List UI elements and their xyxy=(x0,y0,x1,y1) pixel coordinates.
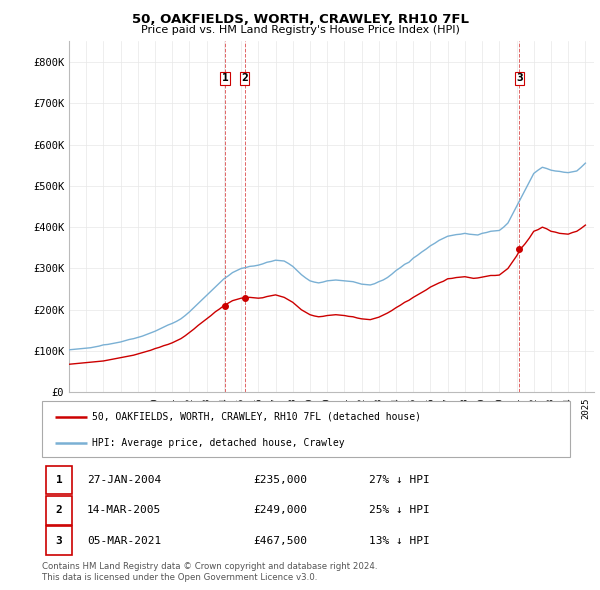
Text: 3: 3 xyxy=(516,73,523,83)
Text: 50, OAKFIELDS, WORTH, CRAWLEY, RH10 7FL: 50, OAKFIELDS, WORTH, CRAWLEY, RH10 7FL xyxy=(131,13,469,26)
FancyBboxPatch shape xyxy=(46,526,71,555)
FancyBboxPatch shape xyxy=(46,496,71,525)
Text: 2: 2 xyxy=(241,73,248,83)
Text: Contains HM Land Registry data © Crown copyright and database right 2024.: Contains HM Land Registry data © Crown c… xyxy=(42,562,377,571)
FancyBboxPatch shape xyxy=(46,466,71,494)
Text: 05-MAR-2021: 05-MAR-2021 xyxy=(87,536,161,546)
Text: 27% ↓ HPI: 27% ↓ HPI xyxy=(370,475,430,485)
Text: This data is licensed under the Open Government Licence v3.0.: This data is licensed under the Open Gov… xyxy=(42,573,317,582)
Text: 1: 1 xyxy=(222,73,229,83)
Text: 25% ↓ HPI: 25% ↓ HPI xyxy=(370,506,430,515)
Text: 13% ↓ HPI: 13% ↓ HPI xyxy=(370,536,430,546)
Text: £467,500: £467,500 xyxy=(253,536,307,546)
Text: 27-JAN-2004: 27-JAN-2004 xyxy=(87,475,161,485)
Text: 14-MAR-2005: 14-MAR-2005 xyxy=(87,506,161,515)
Text: Price paid vs. HM Land Registry's House Price Index (HPI): Price paid vs. HM Land Registry's House … xyxy=(140,25,460,35)
Text: 50, OAKFIELDS, WORTH, CRAWLEY, RH10 7FL (detached house): 50, OAKFIELDS, WORTH, CRAWLEY, RH10 7FL … xyxy=(92,412,421,422)
Text: £235,000: £235,000 xyxy=(253,475,307,485)
FancyBboxPatch shape xyxy=(42,401,570,457)
Text: HPI: Average price, detached house, Crawley: HPI: Average price, detached house, Craw… xyxy=(92,438,345,448)
Text: 3: 3 xyxy=(56,536,62,546)
Text: £249,000: £249,000 xyxy=(253,506,307,515)
Text: 1: 1 xyxy=(56,475,62,485)
Text: 2: 2 xyxy=(56,506,62,515)
